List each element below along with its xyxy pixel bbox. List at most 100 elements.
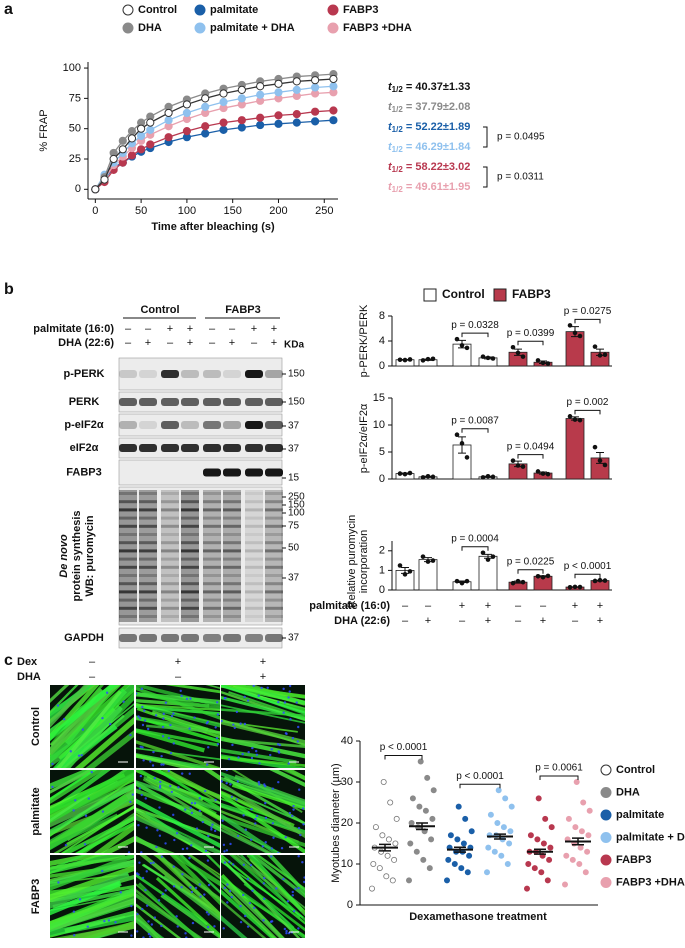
marker-label: 15 — [288, 473, 300, 484]
nucleus — [51, 762, 54, 766]
nucleus — [207, 746, 210, 749]
sign: + — [572, 600, 578, 612]
marker-label: 150 — [288, 369, 305, 380]
data-point — [491, 848, 498, 855]
nucleus — [107, 919, 111, 922]
annotation: t1/2 = 49.61±1.95 — [388, 181, 470, 194]
myotube — [221, 690, 305, 722]
sign: + — [229, 337, 235, 349]
t-subscript: 1/2 — [392, 85, 404, 94]
band — [245, 634, 263, 642]
nucleus — [160, 855, 164, 858]
data-point — [311, 107, 320, 116]
nucleus — [261, 845, 265, 848]
legend-marker — [194, 4, 206, 16]
myotube — [50, 685, 97, 722]
nucleus — [227, 757, 231, 761]
nucleus — [292, 808, 295, 811]
myotube — [145, 811, 210, 853]
nucleus — [203, 789, 207, 793]
nucleus — [80, 753, 83, 757]
nucleus — [198, 796, 202, 800]
data-point — [500, 824, 507, 831]
data-point — [380, 779, 387, 786]
myotube — [234, 774, 305, 804]
nucleus — [295, 701, 298, 704]
sign: + — [485, 600, 491, 612]
nucleus — [277, 851, 280, 853]
nucleus — [255, 814, 259, 818]
data-point — [464, 578, 470, 584]
data-point — [494, 820, 501, 827]
data-point — [490, 554, 496, 559]
data-point — [118, 145, 127, 154]
data-point — [520, 464, 526, 469]
myotube — [50, 685, 94, 720]
myotube — [50, 685, 118, 742]
blot-label: p-PERK — [64, 368, 105, 380]
t-subscript: 1/2 — [392, 145, 404, 154]
band — [265, 606, 283, 610]
y-axis-label: % FRAP — [38, 109, 50, 151]
micrograph — [221, 855, 305, 938]
band — [265, 533, 283, 536]
legend-marker — [600, 787, 612, 798]
data-point — [597, 458, 603, 463]
smear — [223, 490, 241, 622]
nucleus — [297, 886, 300, 890]
nucleus — [206, 763, 209, 766]
band — [119, 444, 137, 452]
nucleus — [160, 763, 163, 766]
nucleus — [164, 701, 168, 704]
data-point — [515, 350, 521, 356]
y-axis-label: p-PERK/PERK — [358, 304, 370, 377]
nucleus — [167, 770, 171, 773]
nucleus — [145, 870, 148, 873]
data-point — [460, 840, 467, 847]
myotube — [137, 882, 199, 938]
data-point — [397, 471, 403, 476]
marker-label: 150 — [288, 500, 305, 511]
nucleus — [207, 883, 211, 887]
band — [119, 565, 137, 569]
nucleus — [83, 843, 87, 846]
nucleus — [51, 785, 54, 789]
band — [203, 500, 221, 504]
nucleus — [250, 756, 254, 760]
data-point — [495, 787, 502, 794]
nucleus — [264, 841, 267, 844]
nucleus — [277, 780, 280, 784]
myotube — [187, 855, 220, 880]
marker-label: 100 — [288, 508, 305, 519]
data-point — [422, 807, 429, 814]
data-point — [397, 563, 403, 568]
nucleus — [188, 856, 191, 860]
nucleus — [236, 780, 239, 783]
data-point — [413, 848, 420, 855]
nucleus — [131, 793, 134, 796]
data-point — [407, 840, 414, 847]
data-point — [378, 848, 385, 855]
data-point — [407, 569, 413, 574]
data-point — [569, 856, 576, 863]
band — [139, 370, 157, 378]
nucleus — [297, 725, 300, 729]
band — [245, 590, 263, 594]
nucleus — [161, 892, 165, 896]
band — [139, 516, 157, 520]
nucleus — [162, 763, 165, 766]
band — [139, 565, 157, 569]
band — [119, 516, 137, 520]
annotation-value: = 58.22±3.02 — [403, 161, 471, 173]
myotube — [50, 770, 97, 801]
x-tick-label: 200 — [269, 205, 287, 217]
nucleus — [213, 829, 217, 833]
data-point — [602, 462, 608, 468]
sign: – — [125, 337, 132, 349]
band — [245, 615, 263, 618]
sign: – — [175, 671, 182, 683]
sign: + — [260, 656, 266, 668]
nucleus — [233, 726, 236, 729]
band — [119, 524, 137, 528]
